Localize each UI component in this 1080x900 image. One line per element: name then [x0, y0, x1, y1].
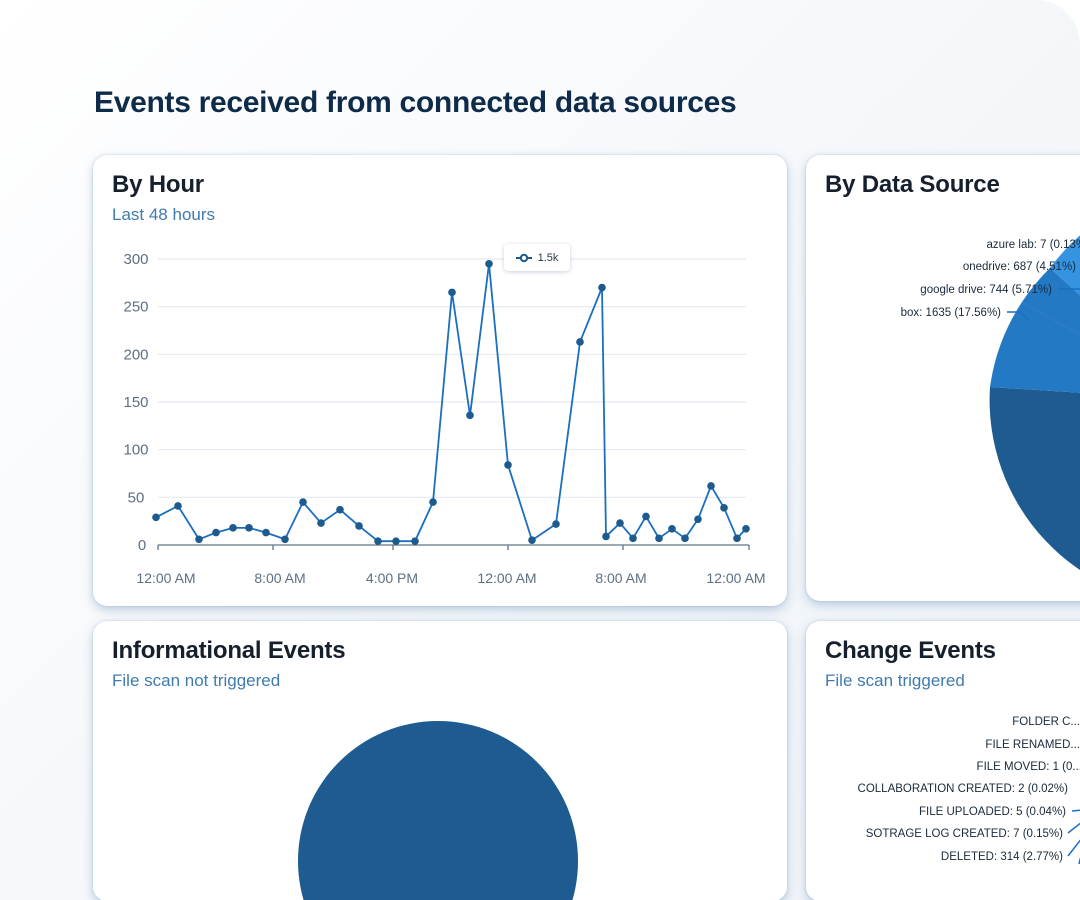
card-title: By Hour: [112, 171, 204, 198]
card-title: By Data Source: [825, 171, 1000, 198]
label-deleted: DELETED: 314 (2.77%): [941, 851, 1063, 863]
x-tick-label: 12:00 AM: [477, 570, 536, 586]
data-point[interactable]: [281, 535, 289, 544]
pie-slice-box[interactable]: [990, 302, 1080, 400]
y-tick-label: 300: [123, 251, 148, 268]
data-point[interactable]: [598, 283, 606, 292]
label-file-renamed: FILE RENAMED...: [985, 739, 1080, 751]
data-point[interactable]: [504, 461, 512, 469]
data-point[interactable]: [152, 513, 160, 522]
pie-slice-other[interactable]: [989, 387, 1080, 601]
data-point[interactable]: [466, 411, 474, 420]
x-tick-label: 12:00 AM: [136, 570, 195, 586]
data-point[interactable]: [668, 524, 676, 533]
y-tick-label: 50: [128, 489, 145, 506]
label-folder-created: FOLDER C...: [1012, 716, 1080, 728]
data-point[interactable]: [262, 528, 270, 537]
data-point[interactable]: [245, 524, 253, 532]
pie-slice-box-upper[interactable]: [1022, 268, 1080, 400]
data-point[interactable]: [212, 528, 220, 537]
page-title: Events received from connected data sour…: [94, 86, 737, 119]
data-point[interactable]: [392, 537, 400, 545]
y-tick-label: 250: [123, 299, 148, 316]
line-chart[interactable]: 0 50 100 150 200 250 300 12:00 AM 8:00 AM 4:00 PM…: [93, 155, 787, 606]
data-point[interactable]: [552, 520, 560, 528]
x-tick-label: 8:00 AM: [595, 570, 646, 586]
pie-slice[interactable]: [298, 721, 578, 900]
data-point[interactable]: [374, 537, 382, 545]
card-subtitle: File scan not triggered: [112, 671, 281, 690]
y-tick-label: 0: [138, 537, 146, 554]
x-tick-label: 12:00 AM: [706, 570, 765, 586]
y-tick-label: 150: [123, 394, 148, 411]
data-point[interactable]: [336, 505, 344, 514]
by-hour-card: By Hour Last 48 hours 0 50 100 150 200 250 300…: [93, 155, 787, 606]
data-point[interactable]: [629, 534, 637, 543]
chart-legend[interactable]: 1.5k: [504, 244, 570, 271]
data-point[interactable]: [448, 288, 456, 297]
data-point[interactable]: [707, 482, 715, 490]
data-point[interactable]: [411, 537, 419, 545]
card-subtitle: File scan triggered: [825, 671, 965, 690]
pie-slice-onedrive[interactable]: [1050, 220, 1080, 400]
data-point[interactable]: [195, 535, 203, 544]
data-point[interactable]: [642, 512, 650, 521]
label-storage-log-created: SOTRAGE LOG CREATED: 7 (0.15%): [866, 828, 1063, 840]
data-point[interactable]: [429, 498, 437, 506]
data-point[interactable]: [317, 519, 325, 527]
data-point[interactable]: [299, 498, 307, 506]
data-point[interactable]: [733, 534, 741, 543]
data-point[interactable]: [528, 536, 536, 545]
data-point[interactable]: [681, 534, 689, 543]
label-file-moved: FILE MOVED: 1 (0...: [977, 761, 1080, 773]
change-events-card: Change Events File scan triggered FOLDER…: [806, 621, 1080, 900]
label-azure-lab: azure lab: 7 (0.13%): [986, 239, 1080, 251]
pie-chart[interactable]: FOLDER C... FILE RENAMED... FILE MOVED: …: [806, 621, 1080, 900]
x-tick-label: 4:00 PM: [366, 570, 418, 586]
data-point[interactable]: [576, 338, 584, 346]
line-marker-icon: [515, 253, 532, 262]
informational-events-card: Informational Events File scan not trigg…: [93, 621, 787, 900]
data-point[interactable]: [355, 522, 363, 530]
data-point[interactable]: [485, 259, 493, 268]
data-point[interactable]: [229, 524, 237, 532]
card-title: Change Events: [825, 637, 996, 664]
data-point[interactable]: [720, 504, 728, 512]
legend-label: 1.5k: [537, 251, 559, 264]
label-google-drive: google drive: 744 (5.71%): [920, 284, 1052, 296]
data-point[interactable]: [616, 519, 624, 527]
y-tick-label: 100: [123, 442, 148, 459]
label-box: box: 1635 (17.56%): [901, 307, 1002, 319]
label-file-uploaded: FILE UPLOADED: 5 (0.04%): [919, 806, 1066, 818]
label-collaboration-created: COLLABORATION CREATED: 2 (0.02%): [858, 783, 1069, 795]
data-point[interactable]: [694, 515, 702, 524]
data-point[interactable]: [602, 532, 610, 541]
data-point[interactable]: [174, 502, 182, 510]
x-tick-label: 8:00 AM: [254, 570, 305, 586]
card-title: Informational Events: [112, 637, 346, 664]
label-onedrive: onedrive: 687 (4.51%): [963, 261, 1076, 273]
y-tick-label: 200: [123, 346, 148, 363]
card-subtitle: Last 48 hours: [112, 205, 216, 224]
by-data-source-card: By Data Source azure lab: 7 (0.13%) oned…: [806, 155, 1080, 601]
pie-chart[interactable]: [93, 621, 787, 900]
data-point[interactable]: [742, 524, 750, 533]
data-point[interactable]: [655, 534, 663, 543]
pie-chart[interactable]: azure lab: 7 (0.13%) onedrive: 687 (4.51…: [806, 155, 1080, 601]
